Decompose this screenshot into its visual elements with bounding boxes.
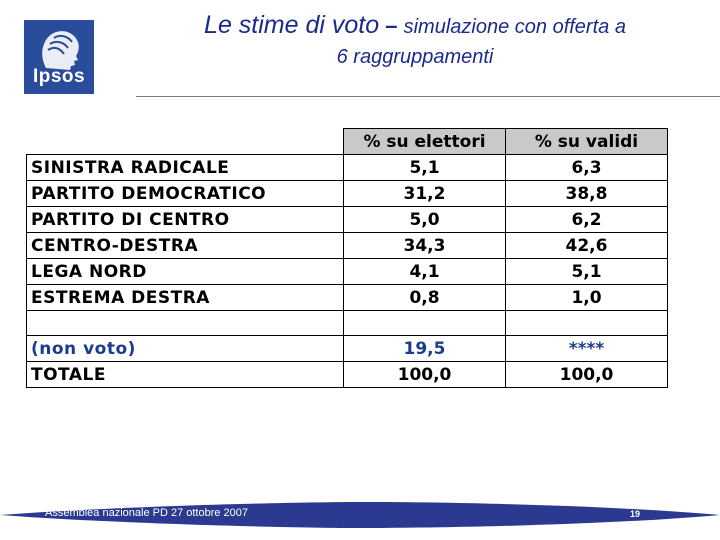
value-elettori: 0,8 — [343, 284, 506, 311]
logo-text: Ipsos — [32, 66, 86, 87]
value-validi: 5,1 — [505, 258, 668, 285]
value-validi: 38,8 — [505, 180, 668, 207]
nonvoto-validi: **** — [505, 335, 668, 362]
table-row: PARTITO DI CENTRO 5,0 6,2 — [26, 206, 668, 233]
value-validi: 42,6 — [505, 232, 668, 259]
table-row-totale: TOTALE 100,0 100,0 — [26, 361, 668, 388]
title-line2: 6 raggruppamenti — [336, 46, 494, 68]
party-name: PARTITO DI CENTRO — [26, 206, 344, 233]
empty-cell — [505, 310, 668, 336]
table-row: LEGA NORD 4,1 5,1 — [26, 258, 668, 285]
header-blank-cell — [27, 129, 344, 155]
header-validi: % su validi — [505, 128, 668, 155]
table-row: CENTRO-DESTRA 34,3 42,6 — [26, 232, 668, 259]
table-row: PARTITO DEMOCRATICO 31,2 38,8 — [26, 180, 668, 207]
title-main: Le stime di voto — [204, 11, 380, 39]
party-name: ESTREMA DESTRA — [26, 284, 344, 311]
value-validi: 6,3 — [505, 154, 668, 181]
totale-label: TOTALE — [26, 361, 344, 388]
table-row: SINISTRA RADICALE 5,1 6,3 — [26, 154, 668, 181]
empty-row — [26, 310, 668, 336]
nonvoto-label: (non voto) — [26, 335, 344, 362]
table-row: ESTREMA DESTRA 0,8 1,0 — [26, 284, 668, 311]
value-elettori: 5,0 — [343, 206, 506, 233]
value-elettori: 4,1 — [343, 258, 506, 285]
logo-profile-icon — [24, 20, 94, 94]
ipsos-logo: Ipsos — [24, 20, 94, 94]
totale-elettori: 100,0 — [343, 361, 506, 388]
value-elettori: 34,3 — [343, 232, 506, 259]
page-number: 19 — [629, 509, 640, 519]
nonvoto-elettori: 19,5 — [343, 335, 506, 362]
title-sub: simulazione con offerta a — [403, 16, 626, 38]
party-name: LEGA NORD — [26, 258, 344, 285]
header-elettori: % su elettori — [343, 128, 506, 155]
vote-estimates-table: % su elettori % su validi SINISTRA RADIC… — [26, 128, 668, 388]
party-name: PARTITO DEMOCRATICO — [26, 180, 344, 207]
table-row-nonvoto: (non voto) 19,5 **** — [26, 335, 668, 362]
value-validi: 1,0 — [505, 284, 668, 311]
empty-cell — [343, 310, 506, 336]
party-name: CENTRO-DESTRA — [26, 232, 344, 259]
table-header-row: % su elettori % su validi — [27, 128, 668, 155]
footer-text: Assemblea nazionale PD 27 ottobre 2007 — [45, 507, 249, 519]
totale-validi: 100,0 — [505, 361, 668, 388]
party-name: SINISTRA RADICALE — [26, 154, 344, 181]
value-elettori: 5,1 — [343, 154, 506, 181]
page-title: Le stime di voto – simulazione con offer… — [110, 10, 720, 70]
footer-bar — [0, 502, 720, 528]
value-elettori: 31,2 — [343, 180, 506, 207]
value-validi: 6,2 — [505, 206, 668, 233]
empty-cell — [26, 310, 344, 336]
title-divider — [136, 96, 720, 97]
title-dash: – — [379, 13, 404, 38]
